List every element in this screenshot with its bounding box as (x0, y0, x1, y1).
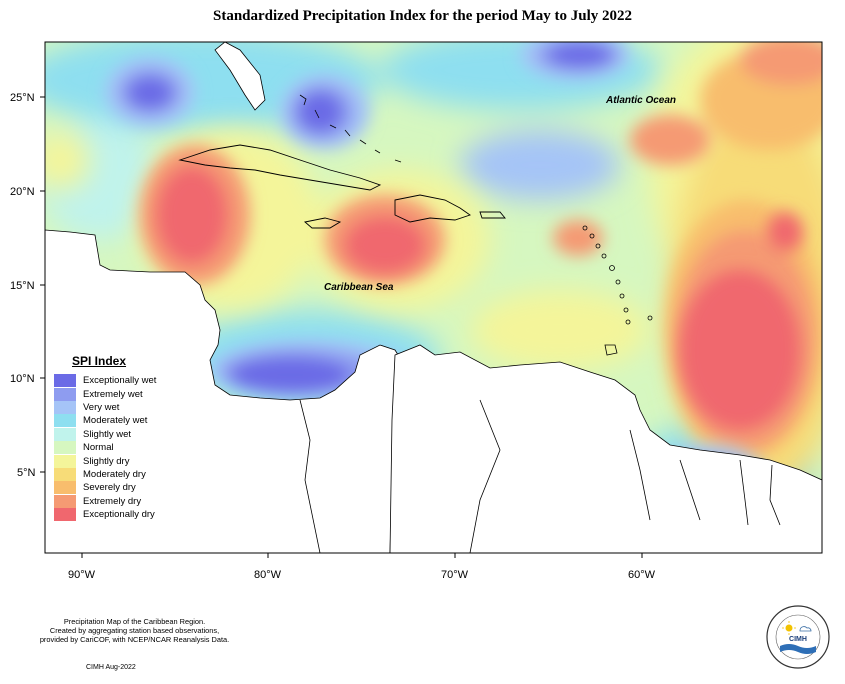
legend-label: Exceptionally dry (83, 509, 155, 521)
legend-item: Moderately dry (54, 467, 184, 481)
lon-label-80w: 80°W (254, 569, 282, 581)
lat-label-25n: 25°N (10, 92, 35, 104)
spi-field (45, 42, 822, 553)
legend-item: Slightly dry (54, 454, 184, 468)
legend-label: Severely dry (83, 482, 136, 494)
land-masses (45, 229, 822, 553)
legend-label: Slightly wet (83, 428, 132, 440)
spi-legend: SPI Index Exceptionally wet Extremely wet… (54, 354, 184, 522)
legend-item: Slightly wet (54, 427, 184, 441)
cloud-icon (799, 626, 812, 632)
legend-swatch (54, 427, 76, 441)
legend-swatch (54, 414, 76, 428)
legend-swatch (54, 387, 76, 401)
legend-label: Extremely wet (83, 388, 143, 400)
lat-label-5n: 5°N (17, 467, 36, 479)
atlantic-ocean-label: Atlantic Ocean (605, 95, 676, 106)
legend-item: Very wet (54, 400, 184, 414)
lat-label-10n: 10°N (10, 373, 35, 385)
legend-label: Extremely dry (83, 495, 142, 507)
lat-label-15n: 15°N (10, 280, 35, 292)
legend-label: Exceptionally wet (83, 375, 157, 387)
legend-label: Moderately dry (83, 468, 146, 480)
legend-swatch (54, 454, 76, 468)
map-title: Standardized Precipitation Index for the… (212, 8, 633, 24)
legend-title: SPI Index (72, 354, 127, 368)
legend-swatch (54, 481, 76, 495)
legend-label: Very wet (83, 401, 120, 413)
legend-swatch (54, 441, 76, 455)
footer-line-1: Precipitation Map of the Caribbean Regio… (63, 617, 206, 626)
legend-item: Exceptionally dry (54, 508, 184, 522)
legend-item: Severely dry (54, 481, 184, 495)
legend-label: Slightly dry (83, 455, 130, 467)
wave-icon (780, 644, 816, 654)
legend-swatch (54, 400, 76, 414)
legend-label: Normal (83, 442, 114, 454)
caribbean-sea-label: Caribbean Sea (324, 282, 394, 293)
legend-swatch (54, 508, 76, 522)
legend-swatch (54, 467, 76, 481)
lon-label-70w: 70°W (441, 569, 469, 581)
footer-line-3: provided by CariCOF, with NCEP/NCAR Rean… (39, 635, 230, 644)
legend-label: Moderately wet (83, 415, 148, 427)
legend-swatch (54, 494, 76, 508)
sun-icon (785, 624, 793, 632)
lon-label-90w: 90°W (68, 569, 96, 581)
footer-credits: Precipitation Map of the Caribbean Regio… (12, 617, 257, 644)
footer-date: CIMH Aug-2022 (86, 664, 136, 671)
cimh-logo: CIMH (766, 605, 830, 669)
legend-item: Normal (54, 441, 184, 455)
legend-items: Exceptionally wet Extremely wet Very wet Mo… (54, 374, 184, 522)
legend-swatch (54, 374, 76, 388)
legend-item: Exceptionally wet (54, 374, 184, 388)
lat-label-20n: 20°N (10, 186, 35, 198)
footer-line-2: Created by aggregating station based obs… (49, 626, 220, 635)
legend-item: Extremely wet (54, 387, 184, 401)
legend-item: Moderately wet (54, 414, 184, 428)
legend-item: Extremely dry (54, 494, 184, 508)
lon-label-60w: 60°W (628, 569, 656, 581)
logo-text: CIMH (789, 636, 807, 643)
map-frame (44, 41, 823, 554)
